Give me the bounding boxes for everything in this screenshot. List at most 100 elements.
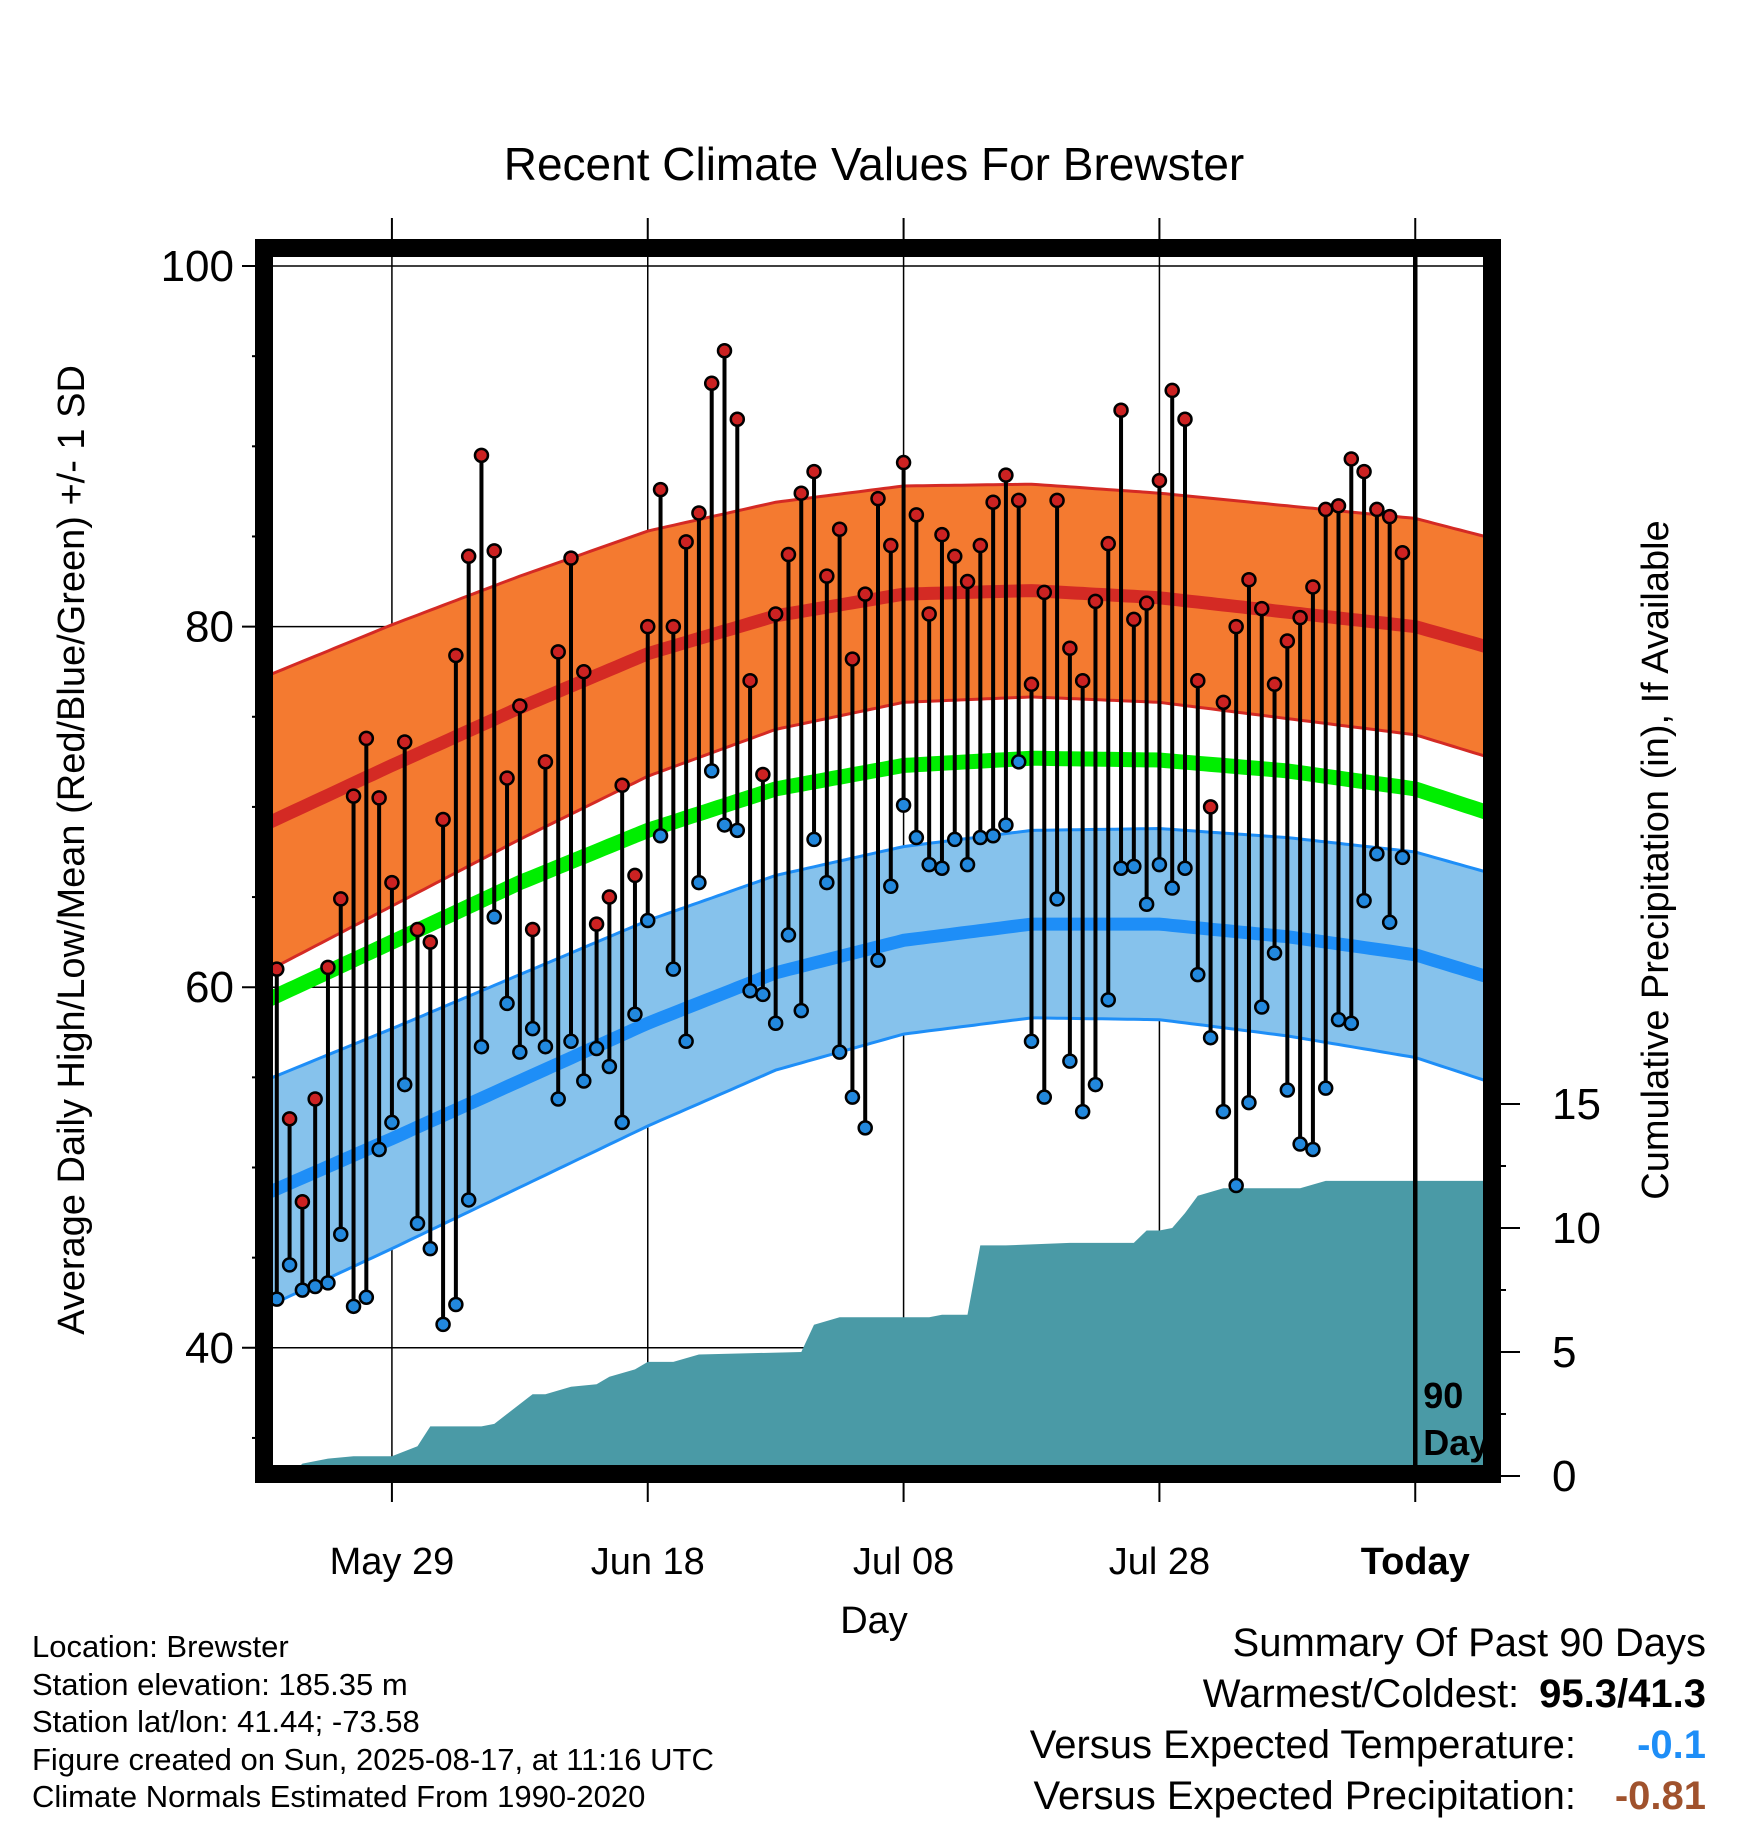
precip-anomaly-row: Versus Expected Precipitation: -0.81	[1030, 1771, 1706, 1822]
daily-low-point	[1074, 1103, 1091, 1120]
daily-low-point	[1394, 849, 1411, 866]
y2-tick-label: 0	[1552, 1452, 1576, 1501]
daily-low-point	[499, 995, 515, 1012]
daily-high-point	[576, 663, 592, 680]
daily-high-point	[1049, 492, 1065, 509]
daily-high-point	[640, 618, 656, 635]
x-tick-label: Today	[1361, 1541, 1470, 1583]
daily-low-point	[1087, 1076, 1104, 1093]
daily-high-point	[345, 788, 362, 804]
daily-low-point	[1010, 754, 1027, 770]
temp-anomaly-value: -0.1	[1637, 1723, 1706, 1767]
daily-high-point	[627, 867, 643, 884]
daily-low-point	[998, 817, 1014, 833]
x-tick-label: Jul 28	[1109, 1541, 1210, 1583]
summary-panel: Summary Of Past 90 Days Warmest/Coldest:…	[1030, 1618, 1706, 1822]
daily-high-point	[959, 573, 976, 590]
daily-low-point	[550, 1091, 566, 1107]
daily-high-point	[1317, 501, 1334, 518]
daily-high-point	[499, 770, 515, 786]
daily-low-point	[870, 952, 886, 968]
daily-high-point	[601, 889, 618, 905]
daily-low-point	[934, 860, 950, 876]
daily-low-point	[1062, 1053, 1078, 1069]
warmest-coldest-value: 95.3/41.3	[1539, 1672, 1706, 1716]
daily-low-point	[371, 1141, 387, 1158]
location-text: Location: Brewster	[32, 1629, 289, 1664]
daily-low-point	[1049, 891, 1065, 907]
daily-low-point	[422, 1240, 439, 1257]
daily-low-point	[921, 856, 937, 873]
daily-low-point	[537, 1038, 554, 1055]
daily-low-point	[333, 1226, 349, 1242]
x-tick-label: Jul 08	[853, 1541, 954, 1583]
daily-low-point	[691, 874, 707, 891]
daily-high-point	[921, 606, 937, 622]
daily-low-point	[614, 1114, 630, 1131]
daily-low-point	[1177, 860, 1193, 876]
daily-high-point	[435, 811, 451, 828]
daily-high-point	[793, 485, 809, 501]
precip-anomaly-value: -0.81	[1614, 1774, 1706, 1818]
daily-low-point	[1228, 1177, 1244, 1194]
daily-low-point	[857, 1120, 873, 1136]
created-text: Figure created on Sun, 2025-08-17, at 11…	[32, 1741, 714, 1777]
daily-high-point	[1100, 535, 1116, 552]
axes: 40 60 80 100 0 5 10 15 May 29 Jun 18 Jul 08 Jul 28 T…	[161, 218, 1601, 1583]
x-tick-label: May 29	[330, 1541, 455, 1583]
daily-low-point	[281, 1257, 298, 1273]
daily-high-point	[294, 1194, 311, 1210]
daily-high-point	[550, 644, 566, 660]
daily-high-point	[524, 921, 541, 938]
daily-high-point	[665, 618, 682, 635]
daily-low-point	[703, 763, 720, 779]
daily-high-point	[1087, 593, 1104, 610]
daily-low-point	[767, 1015, 784, 1032]
daily-low-point	[320, 1275, 336, 1291]
y-axis-label: Average Daily High/Low/Mean (Red/Blue/Gr…	[51, 365, 93, 1335]
daily-high-point	[1190, 672, 1206, 689]
daily-high-point	[422, 934, 439, 950]
daily-low-point	[959, 856, 976, 873]
daily-high-point	[1036, 584, 1053, 601]
y-tick-label: 100	[161, 242, 234, 291]
daily-high-point	[742, 672, 758, 689]
temp-anomaly-label: Versus Expected Temperature:	[1029, 1723, 1576, 1767]
daily-high-point	[908, 507, 925, 523]
daily-high-point	[857, 586, 873, 602]
daily-high-point	[1138, 595, 1155, 611]
daily-low-point	[716, 817, 733, 833]
daily-high-point	[883, 537, 899, 554]
daily-low-point	[1036, 1089, 1053, 1105]
daily-high-point	[1164, 382, 1180, 399]
daily-high-point	[947, 548, 963, 565]
daily-low-point	[588, 1040, 605, 1057]
daily-high-point	[1241, 571, 1257, 588]
daily-low-point	[435, 1316, 451, 1333]
daily-high-point	[1151, 472, 1168, 489]
daily-high-point	[307, 1091, 323, 1107]
daily-low-point	[486, 909, 502, 925]
daily-high-point	[384, 874, 400, 891]
daily-low-point	[652, 828, 669, 844]
daily-low-point	[601, 1058, 618, 1075]
daily-high-point	[1177, 411, 1193, 428]
daily-low-point	[396, 1076, 413, 1093]
station-info: Location: Brewster Station elevation: 18…	[32, 1628, 714, 1816]
daily-high-point	[1202, 799, 1219, 815]
daily-high-point	[473, 447, 490, 464]
latlon-text: Station lat/lon: 41.44; -73.58	[32, 1704, 420, 1739]
daily-low-point	[831, 1044, 848, 1060]
warmest-coldest-label: Warmest/Coldest:	[1202, 1672, 1520, 1716]
daily-low-point	[1113, 860, 1129, 876]
daily-high-point	[678, 534, 694, 550]
daily-low-point	[358, 1289, 375, 1306]
daily-high-point	[1356, 463, 1372, 480]
daily-low-point	[1343, 1015, 1360, 1032]
daily-high-point	[755, 766, 771, 783]
daily-high-point	[1254, 600, 1270, 617]
daily-low-point	[819, 874, 835, 891]
daily-low-point	[1023, 1033, 1040, 1050]
warmest-coldest-row: Warmest/Coldest: 95.3/41.3	[1030, 1669, 1706, 1720]
